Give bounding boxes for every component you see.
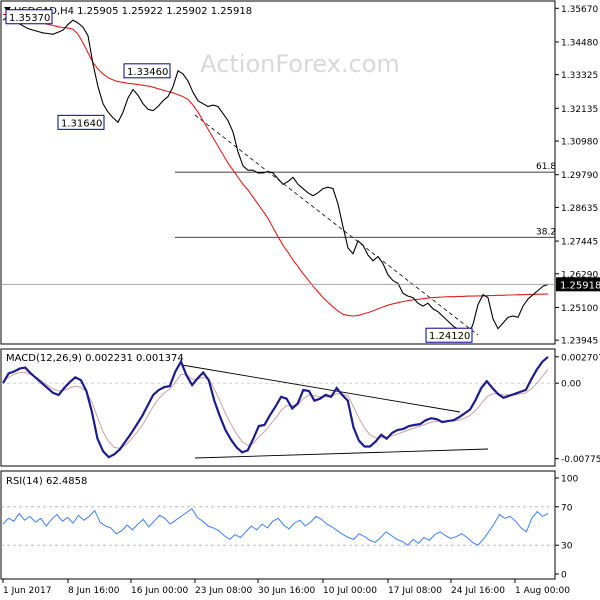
macd-panel-frame xyxy=(0,348,556,467)
x-tick-label: 1 Aug 00:00 xyxy=(515,586,570,596)
y-tick-label: 1.26290 xyxy=(561,270,598,280)
y-tick-label: 70 xyxy=(561,503,573,513)
y-tick-label: 100 xyxy=(561,475,578,485)
trend-dashed-line xyxy=(194,114,479,336)
x-tick-label: 16 Jun 00:00 xyxy=(131,586,188,596)
fib-levels: 61.8 38.2 xyxy=(175,162,556,238)
price-annotation-label: 1.35370 xyxy=(9,13,50,24)
rsi-panel: RSI(14) 62.4858 100 70 30 0 xyxy=(0,470,578,581)
y-tick-label: 0.002707 xyxy=(561,353,600,363)
fib-level-label: 61.8 xyxy=(536,162,556,172)
y-tick-label: 1.29790 xyxy=(561,171,598,181)
y-tick-label: 1.25100 xyxy=(561,304,598,314)
y-tick-label: 1.23945 xyxy=(561,337,598,347)
rsi-series-group xyxy=(2,507,549,546)
y-tick-label: 1.30980 xyxy=(561,138,598,148)
watermark: ActionForex.com xyxy=(200,50,400,78)
last-price-value: 1.25918 xyxy=(560,280,600,291)
y-tick-label: 1.28635 xyxy=(561,204,598,214)
macd-line xyxy=(2,356,549,459)
price-annotation-box xyxy=(425,327,473,343)
fib-level-label: 38.2 xyxy=(536,227,556,237)
y-tick-label: 0.00 xyxy=(561,380,581,390)
macd-signal-line xyxy=(2,369,549,449)
symbol-header: USDCAD,H4 1.25905 1.25922 1.25902 1.2591… xyxy=(14,6,252,17)
x-tick-label: 30 Jun 16:00 xyxy=(258,586,315,596)
x-tick-label: 17 Jul 08:00 xyxy=(388,586,442,596)
rsi-y-axis: 100 70 30 0 xyxy=(555,475,578,581)
x-tick-label: 10 Jul 00:00 xyxy=(323,586,377,596)
rsi-line xyxy=(2,507,549,546)
price-annotation-box xyxy=(57,114,105,130)
y-tick-label: 1.32135 xyxy=(561,105,598,115)
macd-upper-trendline xyxy=(181,364,461,413)
rsi-panel-frame xyxy=(0,470,556,580)
x-tick-label: 1 Jun 2017 xyxy=(3,586,51,596)
price-y-axis: 1.35670 1.34480 1.33325 1.32135 1.30980 1.297… xyxy=(555,5,598,347)
rsi-levels xyxy=(1,506,555,546)
price-annotation-label: 1.24120 xyxy=(429,331,470,342)
y-tick-label: 1.33325 xyxy=(561,71,598,81)
x-tick-label: 24 Jul 16:00 xyxy=(451,586,505,596)
price-annotation-label: 1.31640 xyxy=(61,118,102,129)
price-annotations: 1.35370 1.33460 1.31640 1.24120 xyxy=(5,9,473,343)
macd-title: MACD(12,26,9) 0.002231 0.001374 xyxy=(6,353,184,364)
macd-y-axis: 0.002707 0.00 -0.007753 xyxy=(555,353,600,465)
macd-lower-trendline xyxy=(194,448,489,459)
y-tick-label: -0.007753 xyxy=(561,455,600,465)
macd-panel: MACD(12,26,9) 0.002231 0.001374 0.002707… xyxy=(0,348,600,467)
x-tick-label: 23 Jun 08:00 xyxy=(195,586,252,596)
y-tick-label: 1.35670 xyxy=(561,5,598,15)
y-tick-label: 1.27445 xyxy=(561,238,598,248)
price-annotation-label: 1.33460 xyxy=(127,67,168,78)
y-tick-label: 0 xyxy=(561,571,567,581)
price-panel: ActionForex.com USDCAD,H4 1.25905 1.2592… xyxy=(0,0,600,347)
x-tick-label: 8 Jun 16:00 xyxy=(68,586,120,596)
x-axis: 1 Jun 2017 8 Jun 16:00 16 Jun 00:00 23 Jun … xyxy=(2,579,570,596)
y-tick-label: 30 xyxy=(561,542,573,552)
y-tick-label: 1.34480 xyxy=(561,38,598,48)
moving-average-line xyxy=(3,13,549,317)
last-price-tag xyxy=(556,277,600,292)
rsi-title: RSI(14) 62.4858 xyxy=(6,476,87,487)
price-annotation-box xyxy=(123,63,171,79)
macd-series-group xyxy=(2,356,549,459)
price-annotation-box xyxy=(5,9,53,25)
